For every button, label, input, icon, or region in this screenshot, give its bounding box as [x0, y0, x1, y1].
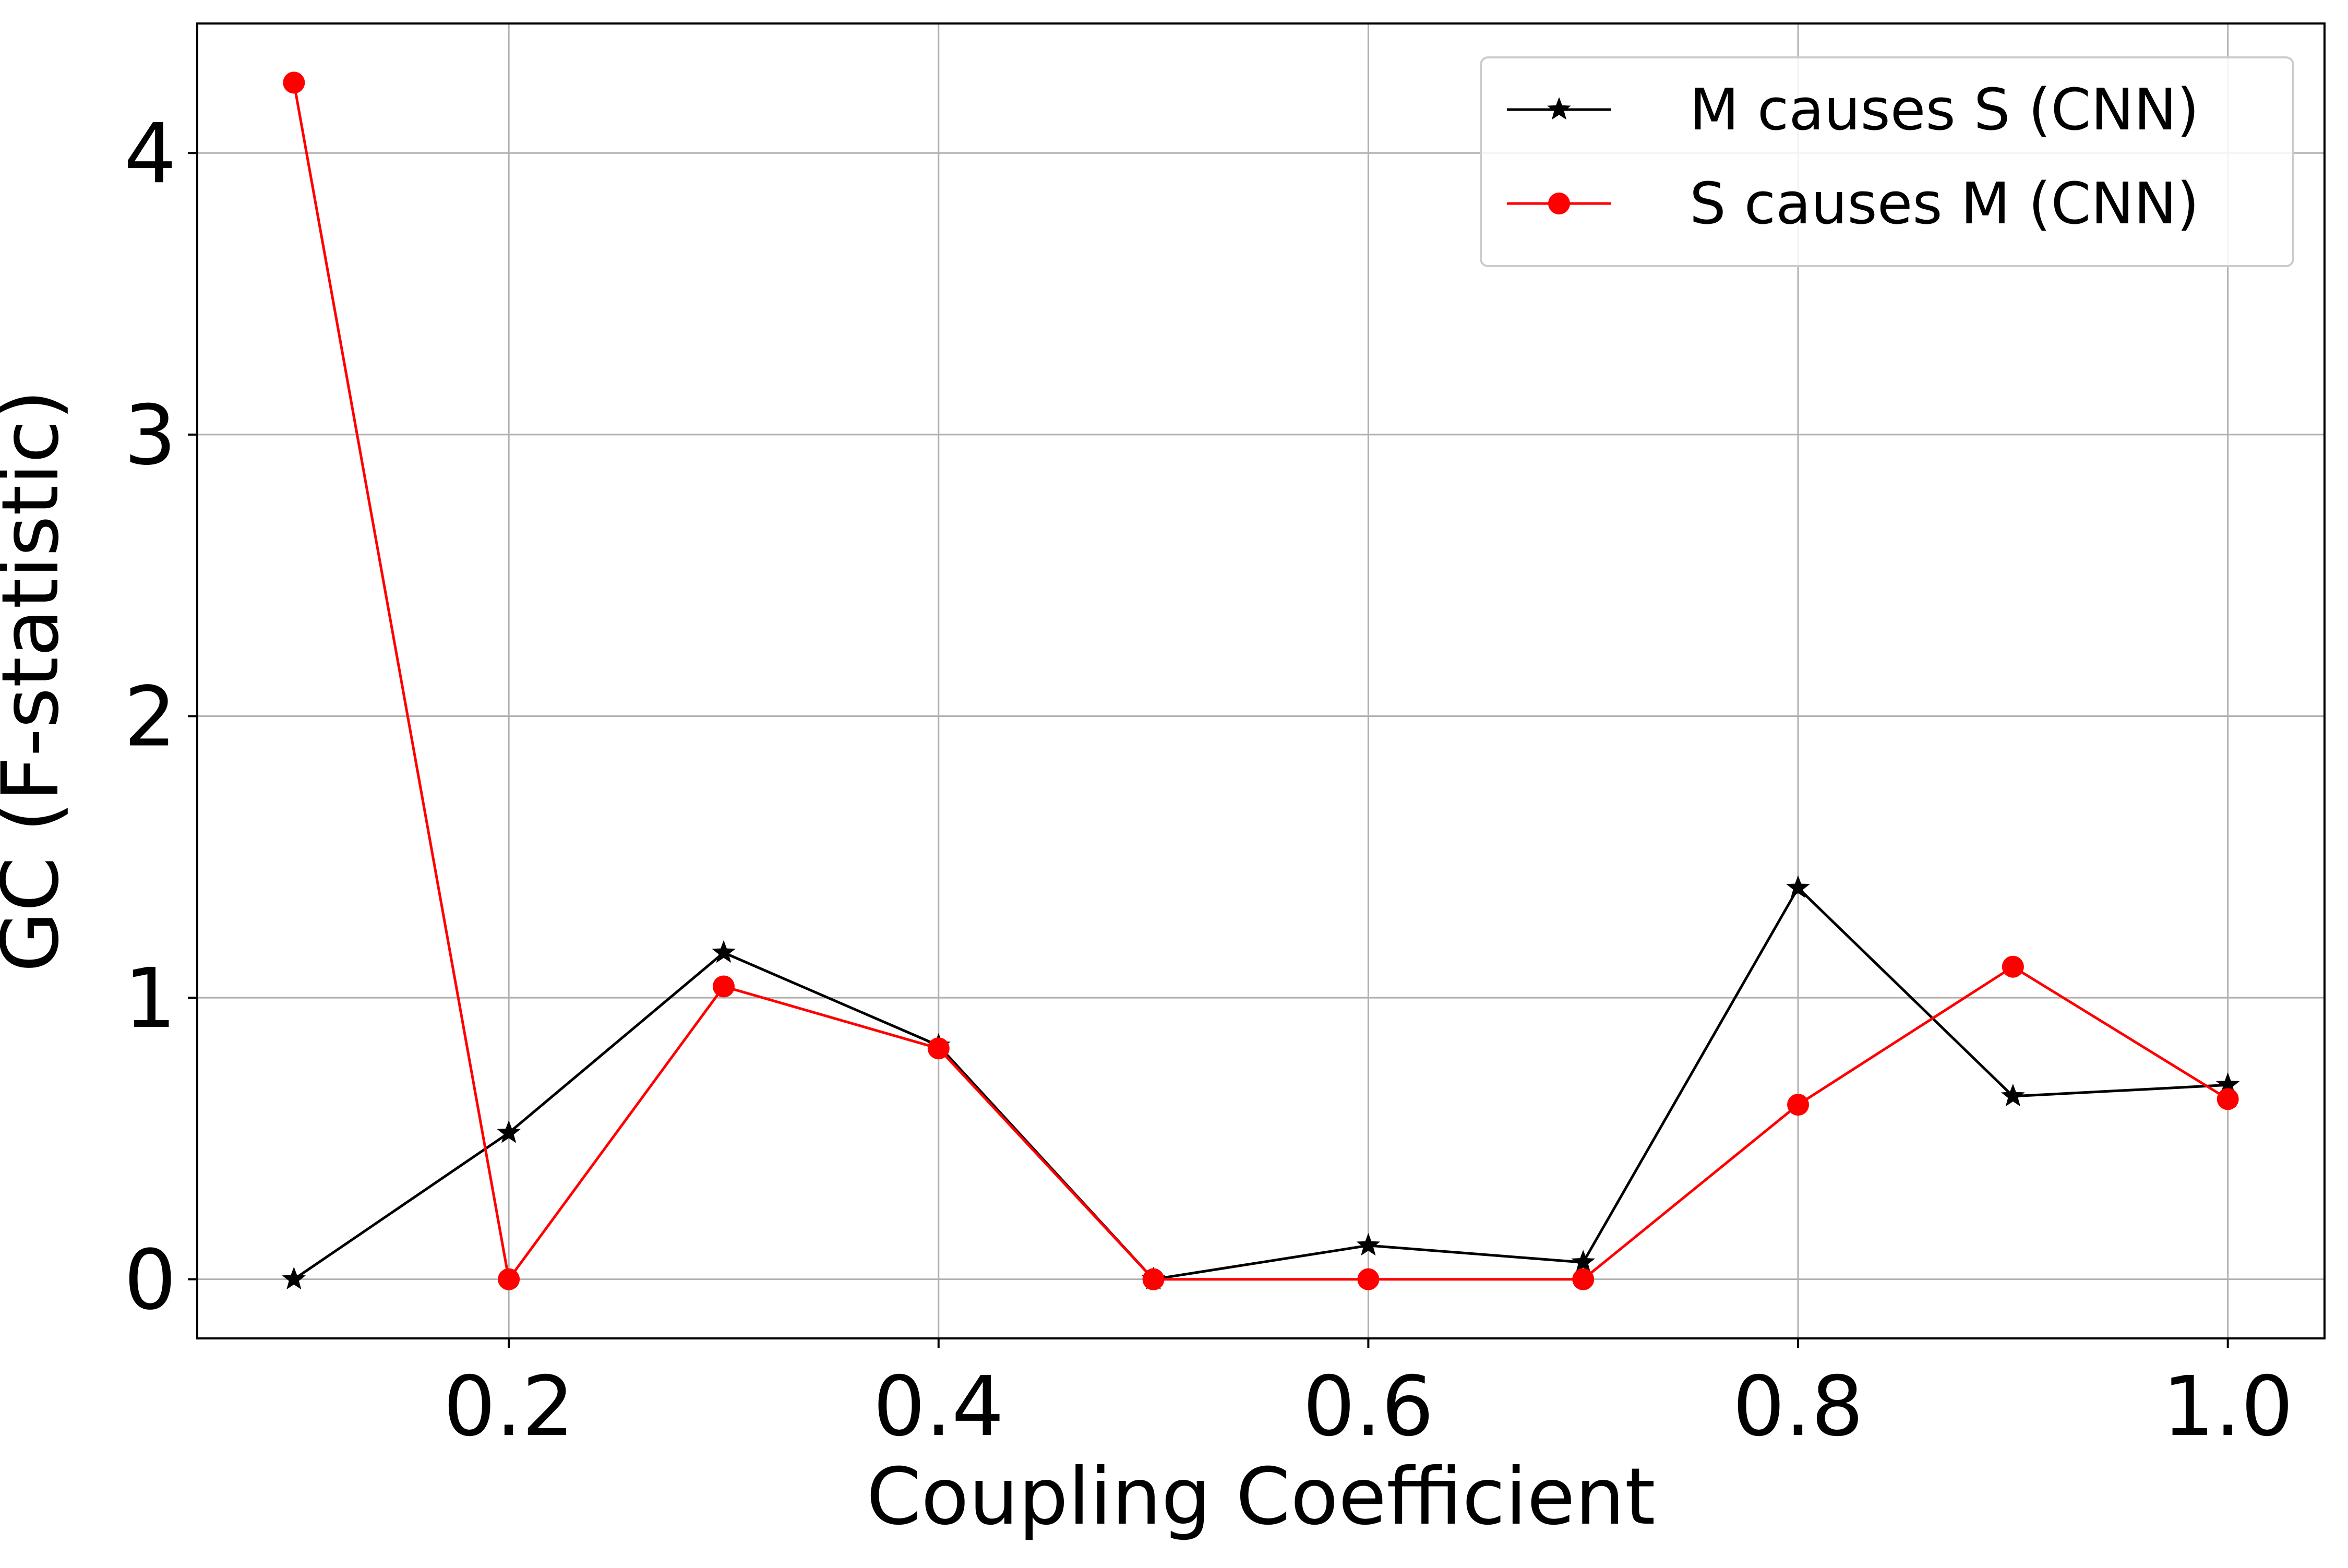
data-point-star [1786, 875, 1810, 898]
data-point-star [497, 1120, 521, 1143]
data-point-circle [1572, 1268, 1595, 1290]
data-point-circle [712, 975, 735, 998]
legend-item: S causes M (CNN) [1507, 170, 2199, 237]
data-point-star [1356, 1232, 1381, 1256]
data-point-star [2001, 1083, 2025, 1107]
legend-label: M causes S (CNN) [1690, 76, 2199, 143]
data-point-circle [1142, 1268, 1165, 1290]
series-layer [282, 71, 2240, 1290]
legend-swatch-marker [1547, 97, 1571, 120]
legend-label: S causes M (CNN) [1690, 170, 2199, 237]
y-tick-label: 1 [124, 951, 176, 1047]
x-tick-label: 0.4 [873, 1359, 1004, 1455]
data-point-circle [2217, 1088, 2239, 1110]
ticks: 0.2 0.4 0.6 0.8 1.0 0 1 2 3 4 [124, 106, 2293, 1455]
data-point-star [282, 1266, 306, 1290]
y-tick-label: 0 [124, 1232, 176, 1328]
data-point-circle [283, 71, 305, 94]
data-point-circle [1357, 1268, 1380, 1290]
plot-frame [196, 22, 2326, 1339]
series-line [292, 82, 2229, 1281]
y-tick-label: 4 [124, 106, 176, 202]
data-point-star [712, 940, 736, 963]
data-point-circle [927, 1037, 950, 1060]
data-point-star [2215, 1072, 2240, 1095]
legend-box [1480, 56, 2294, 267]
data-point-circle [498, 1268, 520, 1290]
series-2 [283, 71, 2239, 1290]
data-point-circle [2002, 955, 2024, 978]
series-line [293, 887, 2228, 1281]
legend-item: M causes S (CNN) [1507, 76, 2199, 143]
legend: M causes S (CNN) S causes M (CNN) [1480, 56, 2294, 267]
x-tick-label: 0.8 [1732, 1359, 1863, 1455]
y-tick-label: 3 [124, 388, 176, 484]
data-point-circle [1787, 1094, 1810, 1116]
data-point-star [1571, 1250, 1596, 1273]
x-axis-title: Coupling Coefficient [866, 1452, 1655, 1542]
y-axis-title: GC (F-statistic) [0, 390, 76, 973]
x-tick-label: 1.0 [2162, 1359, 2293, 1455]
y-tick-label: 2 [124, 669, 176, 765]
legend-swatch-marker [1548, 193, 1570, 214]
x-tick-label: 0.6 [1303, 1359, 1434, 1455]
x-tick-label: 0.2 [443, 1359, 574, 1455]
